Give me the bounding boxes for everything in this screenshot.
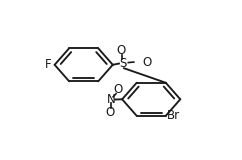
Text: O: O xyxy=(142,56,152,69)
Text: F: F xyxy=(45,58,52,71)
Text: O: O xyxy=(106,106,115,119)
Text: N: N xyxy=(107,93,116,106)
Text: S: S xyxy=(119,57,127,70)
Text: O: O xyxy=(116,44,125,57)
Text: Br: Br xyxy=(167,109,180,122)
Text: O: O xyxy=(113,83,122,96)
